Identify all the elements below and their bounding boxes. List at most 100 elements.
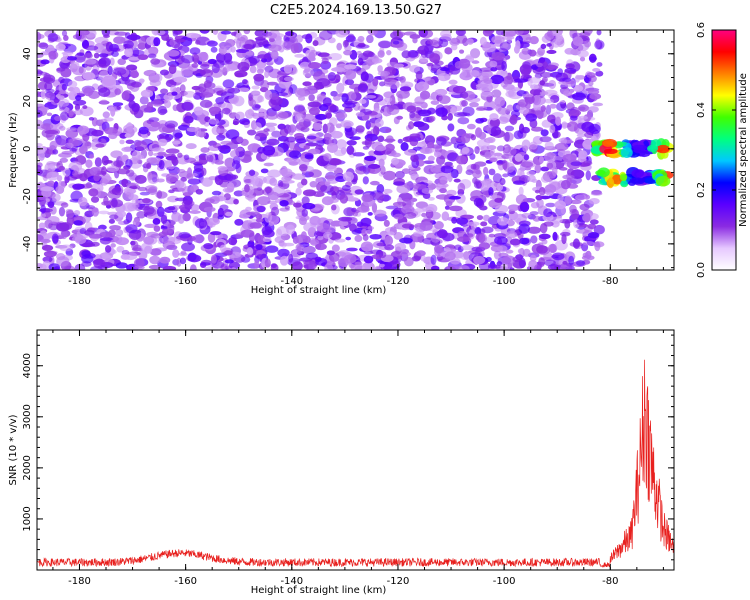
spectrogram-noise-cell [328,225,336,233]
spectrogram-noise-cell [327,198,339,204]
spectrogram-noise-cell [47,180,55,187]
spectrogram-noise-cell [294,87,305,98]
spectrogram-noise-cell [399,251,411,257]
spectrogram-noise-cell [460,245,475,251]
spectrogram-noise-cell [248,55,260,64]
spectrogram-noise-cell [167,206,176,211]
spectrogram-noise-cell [496,145,505,152]
spectrogram-noise-cell [136,210,146,219]
spectrogram-noise-cell [306,135,317,140]
spectrogram-noise-cell [218,110,224,120]
spectrogram-noise-cell [545,202,556,208]
snr-y-tick-label: 1000 [22,506,33,531]
spectrogram-noise-cell [364,137,372,148]
spectrogram-noise-cell [549,216,563,224]
spectrogram-noise-cell [562,260,568,265]
spectrogram-noise-cell [97,264,109,270]
spectrogram-noise-cell [551,252,565,261]
spectrogram-noise-cell [582,240,595,246]
spectrogram-noise-cell [318,30,333,41]
spectrogram-noise-cell [48,263,61,270]
spectrogram-noise-cell [101,49,109,55]
spectrogram-noise-cell [200,147,210,153]
spectrogram-noise-cell [397,138,403,144]
spectrogram-noise-cell [66,210,75,219]
spectrogram-noise-cell [254,104,262,109]
spectrogram-noise-cell [38,42,49,50]
spectrogram-noise-cell [285,31,295,36]
spectrogram-noise-cell [219,244,227,253]
spectrogram-noise-cell [536,62,543,68]
spectrogram-noise-cell [512,180,526,185]
snr-x-tick-label: -160 [174,576,197,587]
spectrogram-noise-cell [222,79,235,89]
spectrogram-noise-cell [108,218,115,224]
spectrogram-noise-cell [88,188,99,197]
spectrogram-noise-cell [589,75,597,83]
spectrogram-noise-cell [152,147,165,152]
spectrogram-noise-cell [76,52,85,56]
spectrogram-noise-cell [369,233,382,240]
spectrogram-noise-cell [160,214,168,225]
spectrogram-noise-cell [521,47,530,55]
spectrogram-noise-cell [270,50,279,60]
spectrogram-noise-cell [346,247,358,252]
spectrogram-noise-cell [195,188,203,195]
spectrogram-x-tick-label: -100 [493,276,516,287]
spectrogram-noise-cell [377,50,385,58]
spectrogram-noise-cell [588,56,598,62]
spectrogram-noise-cell [255,38,269,45]
spectrogram-noise-cell [62,168,71,177]
spectrogram-x-tick-label: -80 [602,276,618,287]
spectrogram-noise-cell [100,166,107,176]
spectrogram-noise-cell [432,167,442,173]
spectrogram-noise-cell [126,34,141,41]
spectrogram-noise-cell [180,36,193,47]
spectrogram-noise-cell [585,170,591,181]
spectrogram-noise-cell [540,72,553,78]
spectrogram-noise-cell [457,236,470,243]
spectrogram-noise-cell [433,179,448,185]
spectrogram-noise-cell [329,231,342,241]
spectrogram-noise-cell [340,146,347,155]
spectrogram-noise-cell [453,111,468,118]
spectrogram-noise-cell [523,154,530,161]
spectrogram-noise-cell [480,91,495,97]
spectrogram-noise-cell [291,261,303,270]
spectrogram-noise-cell [283,76,294,82]
spectrogram-noise-cell [378,81,386,87]
spectrogram-y-tick-label: -20 [22,188,33,204]
spectrogram-noise-cell [466,38,474,45]
spectrogram-noise-cell [502,43,509,48]
spectrogram-noise-cell [78,145,88,155]
spectrogram-noise-cell [466,233,474,238]
spectrogram-noise-cell [137,154,145,160]
spectrogram-noise-cell [230,267,237,270]
spectrogram-noise-cell [54,115,62,121]
spectrogram-noise-cell [588,123,601,135]
spectrogram-noise-cell [490,74,505,85]
spectrogram-noise-cell [522,93,534,98]
spectrogram-noise-cell [90,140,100,151]
spectrogram-noise-cell [132,219,140,227]
spectrogram-noise-cell [315,177,324,183]
spectrogram-noise-cell [378,251,387,259]
spectrogram-noise-cell [270,263,277,269]
spectrogram-noise-cell [593,224,605,235]
spectrogram-noise-cell [292,236,299,244]
spectrogram-noise-cell [224,259,234,264]
spectrogram-noise-cell [360,241,374,252]
spectrogram-noise-cell [395,31,406,37]
spectrogram-noise-cell [56,67,66,72]
spectrogram-noise-cell [453,178,461,183]
spectrogram-noise-cell [174,38,186,43]
spectrogram-noise-cell [529,254,537,262]
colorbar-tick-label: 0.0 [696,262,707,278]
spectrogram-noise-cell [494,204,509,214]
spectrogram-noise-cell [373,209,387,217]
spectrogram-noise-cell [254,259,260,269]
spectrogram-noise-cell [79,173,88,182]
spectrogram-noise-cell [93,52,100,59]
spectrogram-noise-cell [285,136,297,143]
spectrogram-noise-cell [587,232,600,239]
